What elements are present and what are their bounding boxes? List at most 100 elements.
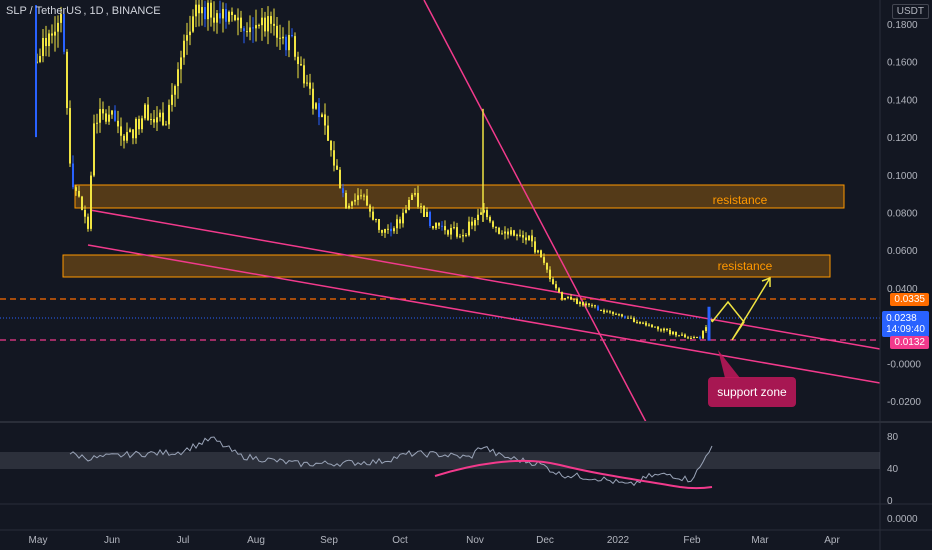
candle-body <box>114 110 116 121</box>
candle-body <box>705 327 707 331</box>
candle-body <box>192 16 194 32</box>
candle-body <box>261 17 263 26</box>
candle-body <box>69 108 71 164</box>
currency-label[interactable]: USDT <box>891 4 929 19</box>
candle-body <box>660 329 662 331</box>
candle-body <box>237 17 239 21</box>
candle-body <box>183 40 185 58</box>
candle-body <box>678 335 680 337</box>
candle-body <box>615 313 617 315</box>
resistance-zone-upper <box>74 184 845 209</box>
candle-body <box>399 219 401 224</box>
candle-body <box>438 222 440 226</box>
candle-body <box>240 17 242 29</box>
time-tick-label: May <box>29 535 48 546</box>
candle-body <box>516 234 518 236</box>
candle-body <box>633 318 635 323</box>
candle-body <box>390 228 392 232</box>
time-tick-label: Mar <box>751 535 769 546</box>
candle-body <box>687 337 689 339</box>
candle-body <box>651 324 653 327</box>
candle-body <box>480 212 482 215</box>
time-tick-label: Dec <box>536 535 554 546</box>
candle-body <box>96 122 98 124</box>
candle-body <box>81 196 83 210</box>
candle-body <box>138 118 140 130</box>
rsi-band <box>0 452 880 469</box>
candle-body <box>51 33 53 36</box>
candle-body <box>567 297 569 299</box>
candle-body <box>306 82 308 84</box>
candle-body <box>228 11 230 22</box>
candle-body <box>324 114 326 126</box>
candle-body <box>696 336 698 338</box>
resistance-zone-lower <box>62 254 831 278</box>
candle-body <box>57 22 59 32</box>
candle-body <box>216 13 218 23</box>
candle-body <box>210 2 212 18</box>
candle-body <box>450 227 452 235</box>
candle-body <box>405 209 407 213</box>
candle-body <box>225 9 227 22</box>
candle-body <box>327 125 329 141</box>
candle-body <box>513 230 515 236</box>
candle-body <box>165 124 167 126</box>
candle-body <box>144 104 146 119</box>
candle-body <box>156 117 158 123</box>
candle-body <box>222 9 224 19</box>
candle-body <box>591 305 593 307</box>
candle-body <box>711 319 713 322</box>
candle-body <box>195 4 197 17</box>
candle-body <box>60 14 62 23</box>
candle-body <box>522 235 524 238</box>
candle-body <box>93 123 95 176</box>
candle-body <box>45 37 47 47</box>
candle-body <box>495 226 497 228</box>
candle-body <box>171 94 173 105</box>
candle-body <box>546 262 548 270</box>
candle-body <box>681 334 683 336</box>
candle-body <box>291 34 293 37</box>
resistance-price-tag: 0.0335 <box>890 293 929 306</box>
candle-body <box>576 298 578 304</box>
symbol-header[interactable]: SLP / TetherUS, 1D, BINANCE <box>6 5 161 17</box>
candle-body <box>111 110 113 115</box>
candle-body <box>498 227 500 234</box>
rsi-panel[interactable] <box>0 436 880 490</box>
candle-body <box>354 199 356 202</box>
candle-body <box>282 36 284 39</box>
candle-body <box>276 25 278 38</box>
candle-body <box>129 129 131 133</box>
candle-body <box>264 17 266 32</box>
price-panel[interactable] <box>0 0 880 422</box>
candle-body <box>645 322 647 326</box>
candle-body <box>66 51 68 109</box>
rsi-tick-label: 40 <box>887 464 899 475</box>
candle-body <box>384 228 386 233</box>
candle-body <box>699 337 701 339</box>
time-tick-label: Apr <box>824 535 840 546</box>
candle-body <box>273 23 275 26</box>
candle-body <box>528 235 530 241</box>
candle-body <box>537 250 539 253</box>
candle-body <box>105 113 107 122</box>
candle-body <box>75 187 77 191</box>
candle-body <box>234 14 236 21</box>
candle-body <box>669 329 671 335</box>
candle-body <box>603 310 605 313</box>
candle-body <box>642 322 644 324</box>
candle-body <box>654 326 656 328</box>
candle-body <box>231 11 233 15</box>
projection-arrowhead <box>761 276 771 287</box>
price-tick-label: 0.1400 <box>887 95 918 106</box>
candle-body <box>342 188 344 193</box>
candle-body <box>141 118 143 130</box>
candle-body <box>48 33 50 47</box>
candle-body <box>381 229 383 233</box>
candle-body <box>309 82 311 89</box>
price-tick-label: 0.0400 <box>887 284 918 295</box>
candle-body <box>72 163 74 188</box>
candle-body <box>213 17 215 23</box>
candle-body <box>99 109 101 123</box>
